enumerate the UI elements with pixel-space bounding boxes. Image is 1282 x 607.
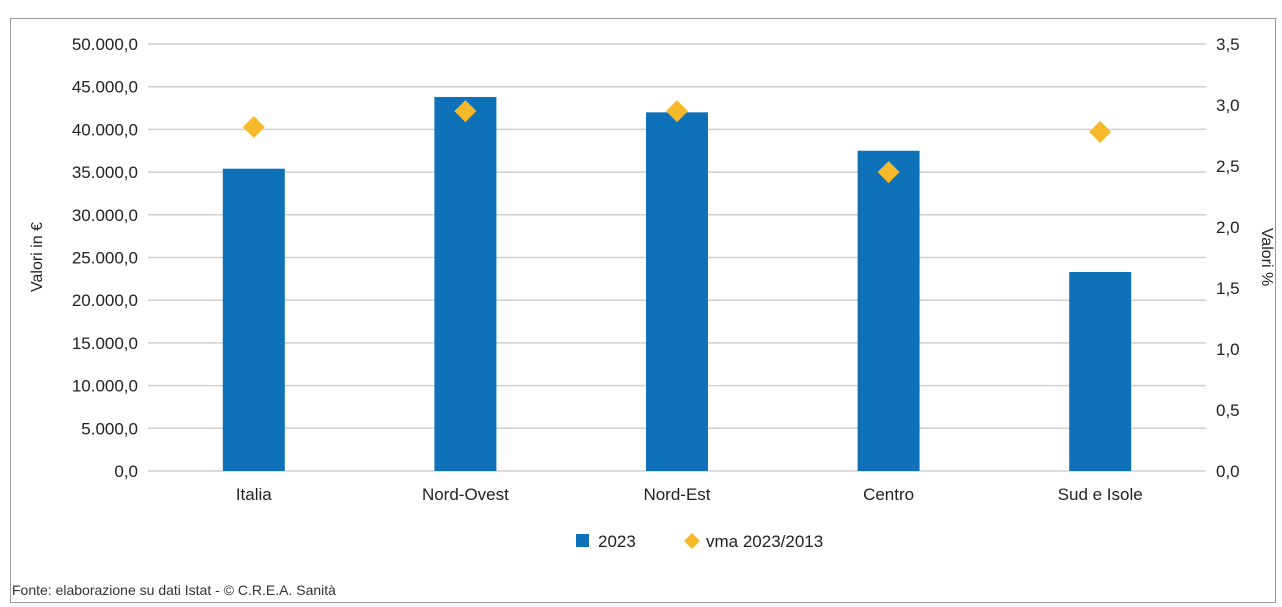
right-axis-tick-label: 1,0 <box>1216 340 1240 359</box>
legend-swatch-vma <box>684 533 700 549</box>
right-axis-tick-label: 2,5 <box>1216 157 1240 176</box>
legend-label-vma: vma 2023/2013 <box>706 532 823 551</box>
bar <box>857 150 920 471</box>
diamond-series-vma <box>242 100 1112 184</box>
x-axis-tick-label: Nord-Est <box>643 485 710 504</box>
right-axis-tick-label: 3,5 <box>1216 35 1240 54</box>
left-axis-tick-label: 50.000,0 <box>72 35 138 54</box>
left-axis-tick-label: 30.000,0 <box>72 206 138 225</box>
left-axis-tick-label: 5.000,0 <box>81 419 138 438</box>
x-axis-tick-label: Centro <box>863 485 914 504</box>
bar <box>646 112 708 471</box>
bar-series-2023 <box>222 96 1132 471</box>
diamond-marker <box>1089 120 1112 143</box>
diamond-marker <box>666 100 688 123</box>
left-axis-tick-label: 10.000,0 <box>72 377 138 396</box>
right-axis-tick-label: 2,0 <box>1216 218 1240 237</box>
diamond-marker <box>242 115 265 138</box>
left-axis-tick-label: 45.000,0 <box>72 78 138 97</box>
x-axis-tick-label: Nord-Ovest <box>422 485 509 504</box>
x-axis-tick-label: Italia <box>236 485 272 504</box>
diamond-marker <box>877 161 900 184</box>
bar <box>1069 272 1132 471</box>
left-axis-tick-label: 15.000,0 <box>72 334 138 353</box>
diamond-marker <box>454 100 477 123</box>
x-axis-ticks: Italia Nord-Ovest Nord-Est Centro Sud e Isol… <box>236 485 1143 504</box>
legend: 2023 vma 2023/2013 <box>576 532 823 551</box>
bar <box>222 168 285 471</box>
left-axis-tick-label: 35.000,0 <box>72 163 138 182</box>
left-axis-tick-label: 0,0 <box>114 462 138 481</box>
left-axis-ticks: 0,0 5.000,0 10.000,0 15.000,0 20.000,0 25.000… <box>72 35 138 481</box>
source-note: Fonte: elaborazione su dati Istat - © C.… <box>12 582 336 598</box>
right-axis-tick-label: 3,0 <box>1216 96 1240 115</box>
y-axis-title: Valori in € <box>29 222 46 292</box>
left-axis-tick-label: 25.000,0 <box>72 249 138 268</box>
legend-swatch-2023 <box>576 534 589 547</box>
left-axis-tick-label: 20.000,0 <box>72 291 138 310</box>
bar <box>434 96 497 471</box>
chart-frame <box>10 18 1276 603</box>
right-axis-tick-label: 0,0 <box>1216 462 1240 481</box>
x-axis-tick-label: Sud e Isole <box>1058 485 1143 504</box>
right-axis-tick-label: 1,5 <box>1216 279 1240 298</box>
right-axis-ticks: 0,0 0,5 1,0 1,5 2,0 2,5 3,0 3,5 <box>1216 35 1240 481</box>
left-axis-tick-label: 40.000,0 <box>72 120 138 139</box>
y2-axis-title: Valori % <box>1258 228 1275 286</box>
right-axis-tick-label: 0,5 <box>1216 401 1240 420</box>
legend-label-2023: 2023 <box>598 532 636 551</box>
